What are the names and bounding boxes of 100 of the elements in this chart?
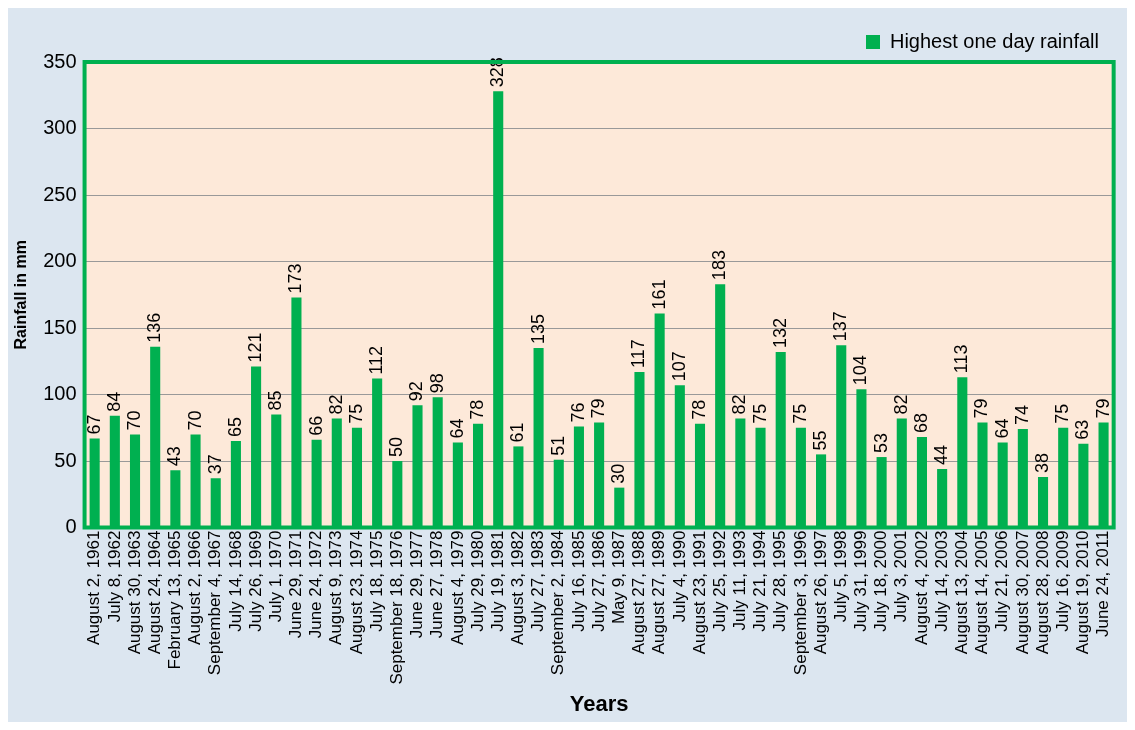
- data-label: 85: [265, 390, 286, 411]
- data-label: 173: [285, 263, 306, 294]
- data-label: 92: [406, 381, 427, 402]
- x-tick-label: July 16, 2009: [1052, 530, 1072, 632]
- data-label: 107: [668, 351, 689, 382]
- x-tick-label: August 24, 1964: [144, 530, 164, 655]
- x-tick-label: August 2, 1966: [185, 530, 205, 645]
- data-label: 63: [1072, 419, 1093, 440]
- x-tick-label: August 9, 1973: [326, 530, 346, 645]
- data-label: 98: [426, 373, 447, 394]
- data-label: 37: [204, 454, 225, 475]
- x-tick-label: June 27, 1978: [427, 530, 447, 639]
- x-tick-label: July 3, 2001: [891, 530, 911, 623]
- x-tick-label: July 21, 1994: [750, 530, 770, 632]
- x-tick-label: August 28, 2008: [1032, 530, 1052, 655]
- data-label: 70: [184, 410, 205, 431]
- x-tick-label: June 29, 1971: [286, 530, 306, 639]
- data-label: 75: [789, 403, 810, 424]
- x-tick-label: August 14, 2005: [972, 530, 992, 655]
- y-tick-label: 150: [43, 315, 77, 338]
- data-label: 79: [1092, 398, 1113, 419]
- data-label: 66: [305, 415, 326, 436]
- y-tick-label: 100: [43, 382, 77, 405]
- data-label: 65: [224, 417, 245, 438]
- data-label: 112: [366, 345, 387, 375]
- data-label: 78: [688, 399, 709, 420]
- x-tick-label: August 30, 2007: [1012, 530, 1032, 655]
- x-tick-label: August 13, 2004: [952, 530, 971, 655]
- data-label: 75: [345, 403, 366, 424]
- x-tick-label: July 27, 1986: [588, 530, 608, 632]
- data-label: 68: [910, 413, 931, 434]
- x-tick-label: September 18, 1976: [387, 530, 407, 685]
- x-tick-label: June 24, 1972: [306, 530, 326, 639]
- data-label: 75: [1052, 403, 1073, 424]
- data-label: 137: [830, 311, 851, 342]
- data-label: 64: [991, 418, 1012, 439]
- x-tick-label: July 31, 1999: [851, 530, 871, 632]
- x-tick-label: August 27, 1988: [629, 530, 649, 655]
- data-label: 43: [164, 446, 185, 467]
- data-label: 67: [83, 414, 104, 435]
- x-tick-label: July 8, 1962: [104, 530, 124, 623]
- y-axis-title: Rainfall in mm: [12, 240, 30, 350]
- x-tick-label: July 19, 1981: [487, 530, 507, 632]
- x-tick-label: July 28, 1995: [770, 530, 790, 632]
- data-label: 82: [325, 394, 346, 415]
- data-label: 38: [1032, 452, 1052, 473]
- data-label: 113: [951, 344, 972, 374]
- data-label: 79: [971, 398, 992, 419]
- x-tick-label: July 18, 2000: [871, 530, 891, 632]
- x-tick-label: July 21, 2006: [992, 530, 1012, 632]
- data-label: 50: [386, 437, 407, 458]
- data-label: 44: [931, 444, 952, 466]
- x-tick-label: September 2, 1984: [548, 530, 568, 676]
- data-label: 79: [588, 398, 609, 419]
- x-tick-label: July 14, 1968: [225, 530, 245, 632]
- data-label: 136: [144, 312, 165, 343]
- data-label: 121: [245, 332, 266, 363]
- data-label: 75: [749, 403, 770, 424]
- x-tick-label: July 11, 1993: [730, 530, 750, 631]
- y-tick-label: 0: [65, 515, 77, 538]
- legend-label: Highest one day rainfall: [889, 29, 1099, 52]
- data-label: 132: [769, 317, 790, 348]
- data-label: 76: [567, 402, 588, 423]
- x-tick-label: August 30, 1963: [124, 530, 144, 655]
- data-label: 78: [467, 399, 488, 420]
- data-label: 30: [608, 463, 629, 484]
- data-label: 135: [527, 313, 548, 344]
- x-tick-label: August 19, 2010: [1073, 530, 1093, 655]
- y-tick-label: 250: [43, 182, 77, 205]
- data-label: 84: [103, 391, 124, 412]
- x-tick-label: August 4, 2002: [911, 530, 931, 645]
- x-tick-label: July 27, 1983: [528, 530, 548, 632]
- y-tick-label: 350: [43, 49, 77, 72]
- data-label: 74: [1011, 405, 1032, 426]
- data-label: 82: [729, 394, 750, 415]
- x-tick-label: August 23, 1991: [689, 530, 709, 655]
- data-label: 117: [628, 339, 649, 368]
- data-label: 161: [648, 279, 669, 310]
- x-tick-label: July 4, 1990: [669, 530, 689, 623]
- x-tick-label: February 13, 1965: [165, 530, 185, 670]
- data-label: 64: [446, 418, 467, 439]
- x-tick-label: July 26, 1969: [245, 530, 265, 632]
- data-label: 61: [507, 422, 528, 443]
- x-tick-label: August 23, 1974: [346, 530, 366, 655]
- x-tick-label: July 5, 1998: [830, 530, 850, 623]
- data-label: 82: [890, 394, 911, 415]
- y-tick-label: 300: [43, 116, 77, 139]
- x-axis-title: Years: [569, 690, 629, 716]
- data-label: 104: [850, 355, 871, 386]
- x-tick-label: August 27, 1989: [649, 530, 669, 655]
- x-tick-label: August 2, 1961: [84, 530, 104, 645]
- data-label: 51: [547, 435, 568, 456]
- data-label: 55: [810, 430, 831, 451]
- x-tick-label: August 4, 1979: [447, 530, 467, 645]
- x-tick-label: July 14, 2003: [931, 530, 951, 632]
- x-tick-label: September 3, 1996: [790, 530, 810, 676]
- y-tick-label: 50: [54, 448, 77, 471]
- y-tick-label: 200: [43, 249, 77, 272]
- x-tick-label: June 24, 2011: [1093, 530, 1113, 638]
- x-tick-label: July 16, 1985: [568, 530, 588, 632]
